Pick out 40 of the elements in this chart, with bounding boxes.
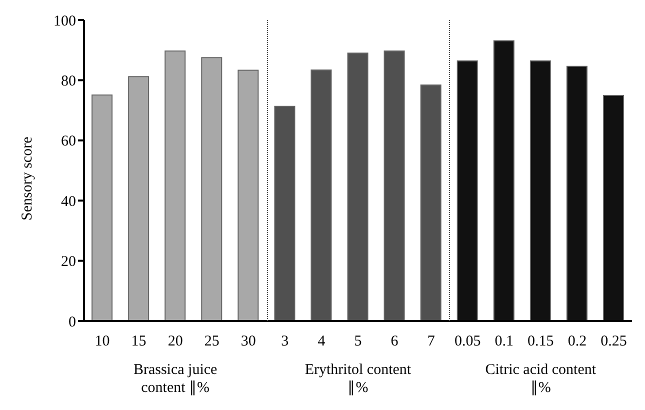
y-axis-title: Sensory score <box>19 136 36 220</box>
text: Erythritol content ∥% <box>304 361 412 397</box>
x-tick-label: 4 <box>318 334 326 350</box>
bar <box>420 84 442 321</box>
bar <box>92 94 113 321</box>
bar <box>603 95 624 321</box>
x-tick-label: 7 <box>427 334 436 350</box>
bar <box>493 40 514 321</box>
y-tick-label: 100 <box>54 13 76 30</box>
bar <box>128 76 150 321</box>
bar <box>347 52 368 321</box>
x-tick-label: 5 <box>354 334 362 350</box>
x-tick-label: 3 <box>281 334 289 350</box>
bar <box>384 50 405 321</box>
y-tick-label: 80 <box>61 74 76 90</box>
text: Citric acid content ∥% <box>484 361 598 397</box>
text: Brassica juice content ∥% <box>132 361 218 397</box>
x-tick-label: 30 <box>240 334 256 350</box>
x-tick-label: 6 <box>390 334 399 350</box>
bar <box>274 106 296 321</box>
y-tick-label: 0 <box>68 314 76 330</box>
bar <box>530 60 551 321</box>
y-tick-label: 60 <box>61 134 76 150</box>
bar <box>456 60 478 321</box>
x-tick-label: 0.1 <box>494 334 514 350</box>
x-tick-label: 0.25 <box>600 334 627 350</box>
x-tick-label: 15 <box>131 334 146 350</box>
x-tick-label: 25 <box>204 334 220 350</box>
y-tick-label: 40 <box>61 194 76 210</box>
x-tick-label: 0.2 <box>568 334 587 350</box>
bar <box>310 69 332 321</box>
x-tick-label: 20 <box>168 334 183 350</box>
x-tick-label: 10 <box>94 334 110 350</box>
bar <box>566 66 588 321</box>
bar <box>238 70 259 321</box>
x-tick-label: 0.15 <box>528 334 554 350</box>
bar <box>201 57 222 321</box>
x-tick-label: 0.05 <box>454 334 481 350</box>
y-tick-label: 20 <box>61 254 76 270</box>
bar <box>164 50 186 321</box>
